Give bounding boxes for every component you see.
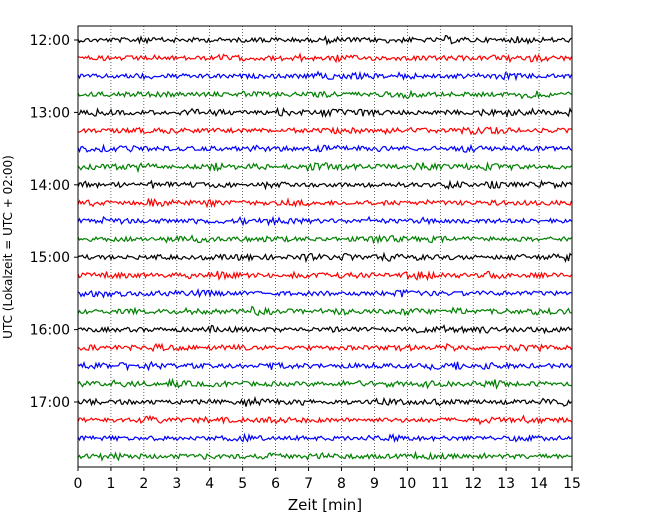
seismic-trace — [77, 251, 572, 264]
seismic-trace — [77, 106, 573, 119]
seismic-trace — [77, 179, 573, 191]
x-tick-label: 11 — [431, 476, 449, 492]
seismic-trace — [77, 324, 572, 335]
x-tick-label: 4 — [205, 476, 214, 492]
x-axis-ticks: 0 1 2 3 4 5 6 7 8 9 10 11 12 13 14 15 — [74, 467, 581, 492]
y-tick-label: 15:00 — [30, 250, 70, 266]
seismic-trace — [77, 143, 572, 154]
seismic-trace — [77, 52, 573, 64]
seismic-trace — [77, 197, 573, 209]
seismic-trace — [77, 432, 572, 443]
seismic-trace — [77, 377, 572, 390]
seismic-trace — [77, 287, 572, 299]
y-tick-label: 17:00 — [30, 395, 70, 411]
x-tick-label: 1 — [106, 476, 115, 492]
x-tick-label: 6 — [271, 476, 280, 492]
x-tick-label: 2 — [139, 476, 148, 492]
x-tick-label: 8 — [337, 476, 346, 492]
plot-frame — [77, 25, 573, 468]
x-tick-label: 13 — [497, 476, 515, 492]
x-tick-label: 0 — [74, 476, 83, 492]
x-tick-label: 3 — [172, 476, 181, 492]
y-tick-label: 12:00 — [30, 33, 70, 49]
x-tick-label: 12 — [464, 476, 482, 492]
seismic-trace — [77, 126, 572, 136]
x-tick-label: 5 — [238, 476, 247, 492]
seismic-trace — [77, 34, 572, 46]
y-axis-label: UTC (Lokalzeit = UTC + 02:00) — [1, 155, 15, 339]
seismic-trace — [77, 70, 573, 82]
x-tick-label: 14 — [530, 476, 548, 492]
y-axis-ticks: 12:00 13:00 14:00 15:00 16:00 17:00 — [30, 33, 78, 411]
seismic-trace — [77, 305, 572, 317]
seismic-trace — [77, 450, 572, 462]
x-tick-label: 9 — [370, 476, 379, 492]
y-tick-label: 13:00 — [30, 105, 70, 121]
x-tick-label: 7 — [304, 476, 313, 492]
x-tick-label: 10 — [398, 476, 416, 492]
x-tick-label: 15 — [563, 476, 581, 492]
seismic-trace — [77, 395, 572, 407]
seismic-trace — [77, 89, 572, 100]
seismic-trace — [77, 342, 573, 353]
seismic-trace — [77, 161, 572, 174]
y-tick-label: 14:00 — [30, 178, 70, 194]
seismic-traces — [77, 34, 573, 462]
seismic-trace — [77, 215, 572, 227]
seismic-trace — [77, 270, 572, 282]
x-axis-label: Zeit [min] — [288, 496, 362, 514]
seismic-trace — [77, 233, 572, 245]
seismic-trace — [77, 414, 572, 426]
seismic-trace — [77, 360, 573, 372]
y-tick-label: 16:00 — [30, 323, 70, 339]
